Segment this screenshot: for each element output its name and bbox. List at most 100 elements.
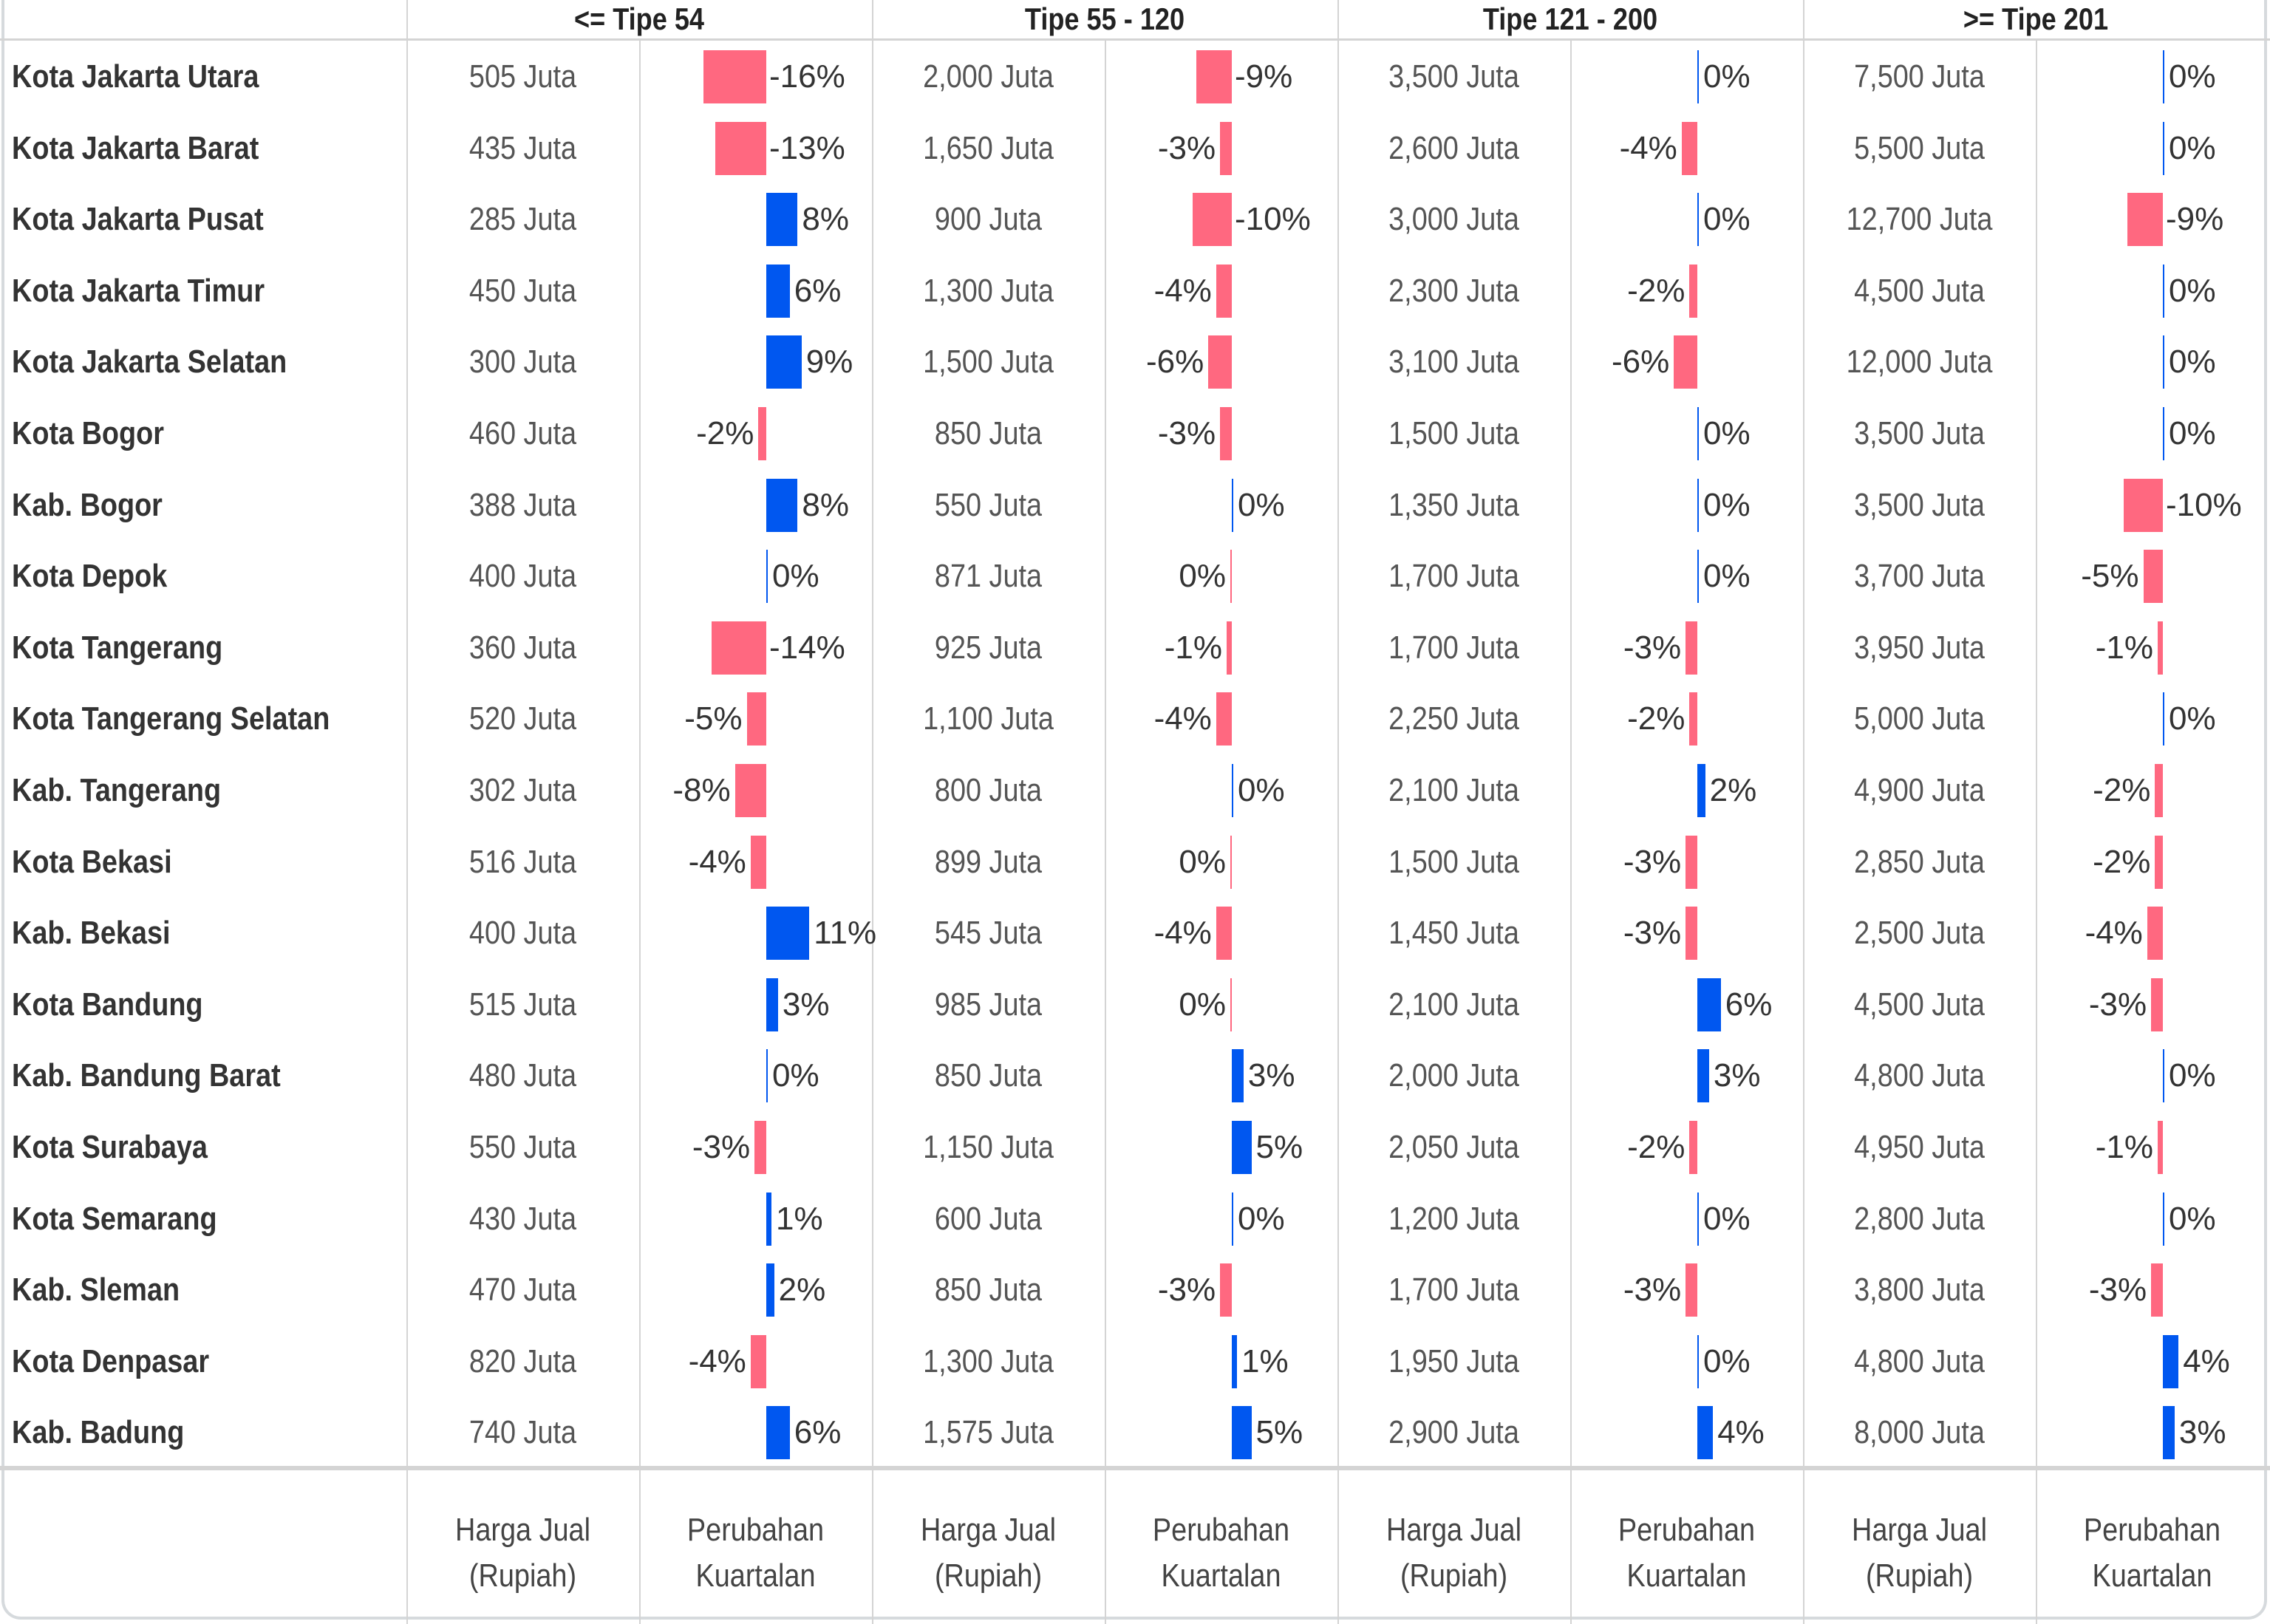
group-divider <box>872 0 873 1624</box>
change-label: -3% <box>2088 1272 2147 1309</box>
price-cell: 3,500 Juta <box>1854 415 1985 451</box>
price-cell: 2,900 Juta <box>1388 1414 1519 1451</box>
price-cell: 4,900 Juta <box>1854 772 1985 808</box>
price-cell: 1,700 Juta <box>1388 1272 1519 1309</box>
positive-change-bar <box>766 1192 771 1246</box>
measure-label-line1: Harga Jual <box>1852 1512 1987 1548</box>
row-label: Kota Denpasar <box>12 1342 210 1379</box>
change-label: -1% <box>2095 629 2153 666</box>
measure-label-line1: Harga Jual <box>921 1512 1056 1548</box>
positive-change-bar <box>1232 1121 1252 1174</box>
price-cell: 850 Juta <box>934 415 1043 451</box>
positive-change-bar <box>1697 407 1699 460</box>
measure-label-line2: Kuartalan <box>1161 1558 1281 1594</box>
price-cell: 1,700 Juta <box>1388 629 1519 666</box>
change-label: -3% <box>1157 129 1216 166</box>
negative-change-bar <box>1681 121 1697 175</box>
positive-change-bar <box>1697 764 1705 817</box>
price-cell: 430 Juta <box>468 1200 577 1237</box>
footer-divider <box>0 1466 2270 1470</box>
measure-label-perubahan: Perubahan Kuartalan <box>1586 1507 1787 1599</box>
row-label: Kota Depok <box>12 558 168 595</box>
measure-label-line2: Kuartalan <box>2092 1558 2212 1594</box>
positive-change-bar <box>2163 121 2164 175</box>
price-cell: 3,500 Juta <box>1854 486 1985 523</box>
change-label: -6% <box>1611 344 1670 381</box>
change-label: -3% <box>1623 915 1682 952</box>
change-label: 8% <box>802 486 849 523</box>
price-cell: 2,600 Juta <box>1388 129 1519 166</box>
positive-change-bar <box>1232 478 1233 532</box>
price-cell: 1,150 Juta <box>923 1129 1054 1165</box>
change-label: -2% <box>1627 272 1686 309</box>
price-cell: 388 Juta <box>468 486 577 523</box>
negative-change-bar <box>1689 264 1697 318</box>
negative-change-bar <box>1230 978 1232 1031</box>
change-label: 0% <box>1703 58 1751 95</box>
change-label: 0% <box>1703 558 1751 595</box>
price-cell: 4,950 Juta <box>1854 1129 1985 1165</box>
change-label: -4% <box>688 843 746 880</box>
negative-change-bar <box>711 621 766 675</box>
group-divider <box>1337 0 1339 1624</box>
price-cell: 4,800 Juta <box>1854 1057 1985 1094</box>
price-cell: 5,500 Juta <box>1854 129 1985 166</box>
price-cell: 1,350 Juta <box>1388 486 1519 523</box>
group-header: >= Tipe 201 <box>1963 1 2109 36</box>
positive-change-bar <box>1232 1049 1244 1103</box>
change-label: 0% <box>1238 1200 1285 1237</box>
price-cell: 2,300 Juta <box>1388 272 1519 309</box>
change-label: -10% <box>2166 486 2242 523</box>
positive-change-bar <box>766 335 802 389</box>
negative-change-bar <box>2147 907 2163 961</box>
change-label: 0% <box>1703 486 1751 523</box>
header-divider <box>0 38 2270 41</box>
price-cell: 1,700 Juta <box>1388 558 1519 595</box>
change-label: 6% <box>794 272 842 309</box>
change-label: -4% <box>1619 129 1677 166</box>
price-cell: 2,100 Juta <box>1388 772 1519 808</box>
price-cell: 3,100 Juta <box>1388 344 1519 381</box>
change-label: -4% <box>2085 915 2143 952</box>
negative-change-bar <box>1230 550 1232 604</box>
price-cell: 550 Juta <box>934 486 1043 523</box>
price-cell: 360 Juta <box>468 629 577 666</box>
positive-change-bar <box>766 550 768 604</box>
positive-change-bar <box>2163 1192 2164 1246</box>
change-label: 3% <box>1713 1057 1761 1094</box>
change-label: 1% <box>1241 1342 1289 1379</box>
price-cell: 5,000 Juta <box>1854 700 1985 737</box>
change-label: -2% <box>1627 1129 1686 1165</box>
measure-label-perubahan: Perubahan Kuartalan <box>655 1507 856 1599</box>
price-cell: 400 Juta <box>468 558 577 595</box>
change-label: -4% <box>1153 272 1212 309</box>
change-label: -1% <box>2095 1129 2153 1165</box>
change-label: 0% <box>2169 1200 2216 1237</box>
change-label: 8% <box>802 201 849 238</box>
change-label: 0% <box>2169 129 2216 166</box>
price-cell: 600 Juta <box>934 1200 1043 1237</box>
negative-change-bar <box>2127 193 2163 247</box>
row-label: Kota Bekasi <box>12 843 172 880</box>
positive-change-bar <box>1697 1334 1699 1388</box>
measure-label-line1: Perubahan <box>1618 1512 1756 1548</box>
row-label: Kab. Bogor <box>12 486 163 523</box>
measure-divider <box>639 38 641 1624</box>
positive-change-bar <box>1697 1049 1709 1103</box>
negative-change-bar <box>1216 264 1232 318</box>
change-label: 0% <box>772 558 819 595</box>
change-label: 0% <box>1179 986 1226 1023</box>
negative-change-bar <box>1686 1263 1697 1317</box>
positive-change-bar <box>2163 407 2164 460</box>
price-cell: 740 Juta <box>468 1414 577 1451</box>
positive-change-bar <box>766 264 790 318</box>
change-label: 0% <box>1179 843 1226 880</box>
price-cell: 2,500 Juta <box>1854 915 1985 952</box>
positive-change-bar <box>1697 1406 1714 1460</box>
change-label: 0% <box>1703 201 1751 238</box>
price-cell: 8,000 Juta <box>1854 1414 1985 1451</box>
change-label: -2% <box>696 415 754 451</box>
measure-label-line1: Harga Jual <box>455 1512 590 1548</box>
change-label: -13% <box>769 129 845 166</box>
change-label: -2% <box>1627 700 1686 737</box>
